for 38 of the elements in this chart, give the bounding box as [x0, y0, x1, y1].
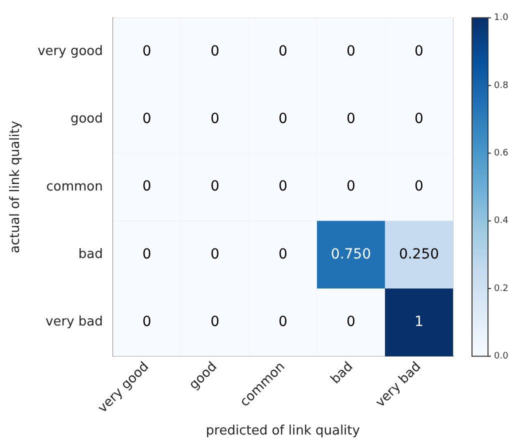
x-axis-title: predicted of link quality: [206, 424, 360, 439]
data-label: 0: [278, 110, 288, 127]
data-label: 0: [414, 178, 424, 195]
data-label: 0: [346, 110, 356, 127]
color-bar-label: 0.4: [494, 216, 509, 226]
data-label: 0: [278, 178, 288, 195]
color-bar-label: 0.2: [494, 284, 508, 294]
y-tick-label: common: [46, 179, 103, 194]
data-label: 0.750: [330, 246, 372, 262]
data-label: 1: [414, 314, 424, 330]
data-label: 0: [142, 246, 152, 262]
data-label: 0: [210, 246, 220, 262]
y-tick-label: very bad: [46, 314, 103, 330]
data-label: 0: [414, 43, 424, 60]
data-label: 0: [346, 178, 356, 195]
data-label: 0: [210, 110, 220, 127]
y-axis-title: actual of link quality: [8, 120, 24, 254]
data-label: 0: [414, 110, 424, 127]
data-label: 0: [278, 43, 288, 60]
y-tick-label: very good: [38, 44, 103, 60]
data-label: 0.250: [398, 246, 440, 262]
color-bar-label: 0.0: [494, 352, 509, 362]
color-bar-label: 1.0: [494, 13, 509, 24]
color-bar-label: 0.8: [494, 80, 509, 91]
data-label: 0: [210, 178, 220, 195]
data-label: 0: [142, 314, 152, 330]
data-label: 0: [142, 178, 152, 195]
data-label: 0: [142, 43, 152, 60]
y-tick-label: good: [70, 112, 103, 127]
data-label: 0: [210, 43, 220, 60]
data-label: 0: [346, 314, 356, 330]
color-bar-label: 0.6: [494, 148, 509, 159]
data-label: 0: [278, 246, 288, 262]
data-label: 0: [278, 314, 288, 330]
data-label: 0: [346, 43, 356, 60]
y-tick-label: bad: [78, 247, 103, 262]
data-label: 0: [210, 314, 220, 330]
data-label: 0: [142, 110, 152, 127]
